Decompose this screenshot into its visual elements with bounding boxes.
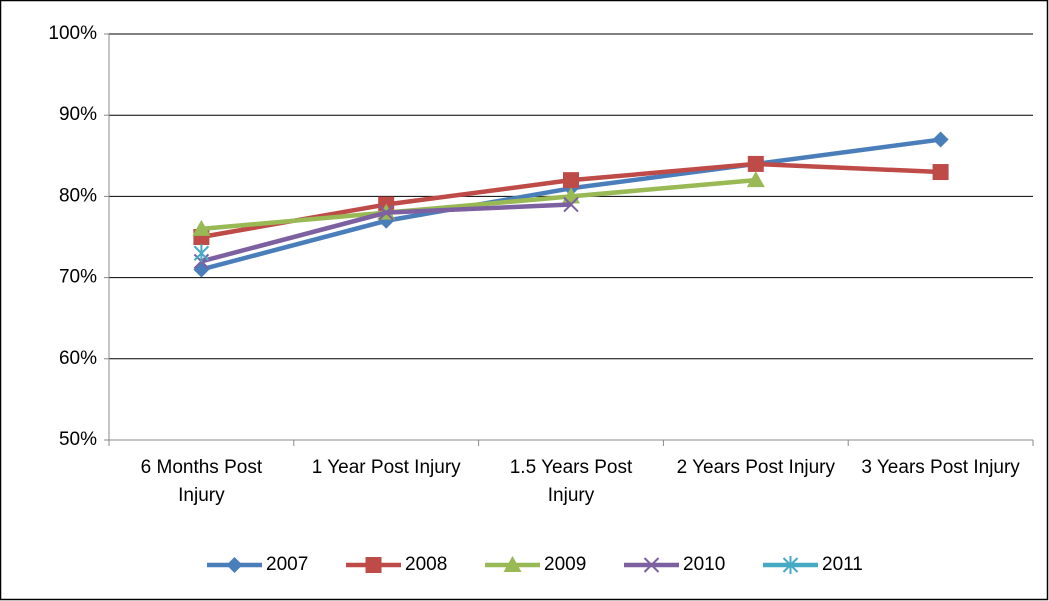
series — [192, 171, 765, 236]
marker — [747, 155, 764, 172]
marker — [782, 556, 799, 574]
y-tick-label: 90% — [59, 104, 97, 125]
legend-item: 2010 — [624, 554, 725, 575]
y-tick-label: 70% — [59, 267, 97, 288]
x-tick-label: 1.5 Years Post Injury — [509, 457, 633, 506]
legend-label: 2011 — [822, 554, 863, 575]
x-tick-label: 3 Years Post Injury — [861, 457, 1020, 478]
marker — [563, 172, 579, 189]
legend-label: 2009 — [544, 554, 586, 575]
y-tick-label: 60% — [59, 348, 97, 369]
y-tick-label: 80% — [59, 185, 97, 206]
legend-item: 2008 — [346, 554, 447, 575]
marker — [503, 556, 522, 572]
x-tick-label: 6 Months Post Injury — [140, 457, 263, 506]
y-tick-label: 50% — [59, 429, 97, 450]
legend-item: 2011 — [763, 554, 863, 575]
series — [193, 244, 210, 263]
marker — [378, 204, 394, 221]
marker — [192, 219, 211, 236]
marker — [746, 171, 765, 188]
marker — [932, 164, 949, 181]
series-line — [201, 177, 756, 232]
y-tick-label: 100% — [48, 23, 97, 44]
legend-label: 2010 — [683, 554, 725, 575]
x-tick-label: 1 Year Post Injury — [311, 457, 461, 478]
marker — [932, 131, 949, 148]
marker — [643, 557, 660, 573]
legend-label: 2008 — [405, 554, 447, 575]
marker — [226, 557, 243, 573]
x-tick-label: 2 Years Post Injury — [676, 457, 836, 478]
marker — [365, 557, 382, 573]
marker — [563, 196, 579, 213]
legend-item: 2007 — [207, 554, 308, 575]
marker — [193, 244, 210, 263]
legend-item: 2009 — [485, 554, 586, 575]
marker — [193, 261, 210, 278]
legend-label: 2007 — [266, 554, 308, 575]
